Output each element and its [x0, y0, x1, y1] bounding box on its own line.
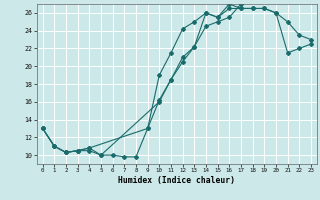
X-axis label: Humidex (Indice chaleur): Humidex (Indice chaleur): [118, 176, 235, 185]
